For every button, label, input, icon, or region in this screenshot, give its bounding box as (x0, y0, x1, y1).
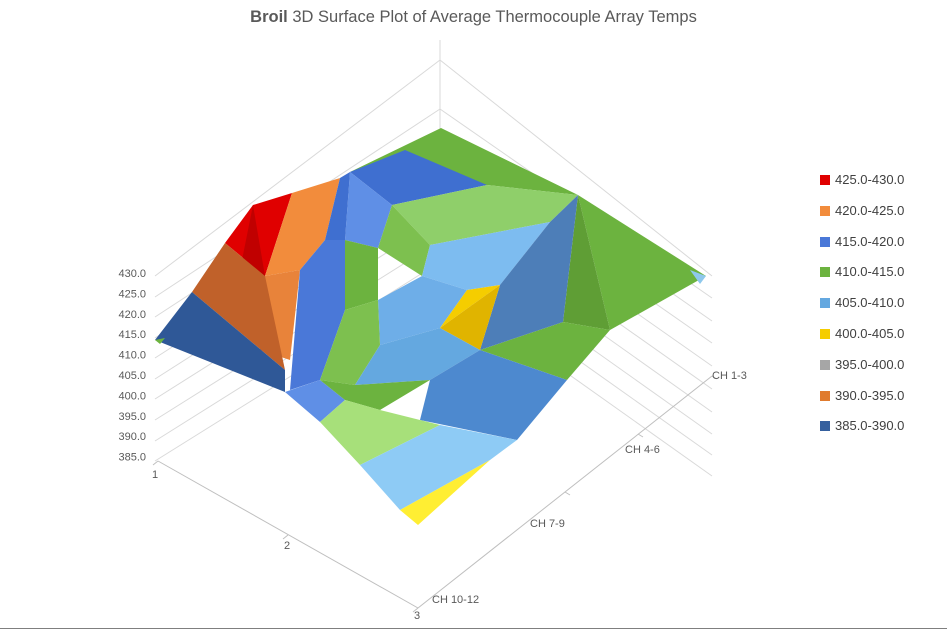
tick-mark (152, 460, 159, 466)
surface-facet (345, 172, 392, 248)
z-tick-label: 415.0 (118, 329, 146, 341)
legend-swatch (820, 390, 830, 401)
row-tick-label: 3 (414, 610, 420, 622)
legend-label: 385.0-390.0 (835, 418, 905, 434)
surface-facet (378, 205, 430, 276)
surface-facet (480, 322, 610, 380)
z-tick-label: 420.0 (118, 309, 146, 321)
surface-facet (265, 178, 340, 276)
surface-facet (240, 205, 265, 276)
legend-label: 400.0-405.0 (835, 326, 905, 341)
z-tick-label: 430.0 (118, 268, 146, 280)
surface-facet (563, 195, 610, 330)
axis-line (157, 460, 419, 609)
tick-mark (282, 534, 289, 540)
tick-mark (637, 433, 644, 438)
z-axis-ticks: 430.0 425.0 420.0 415.0 410.0 405.0 400.0 395.0… (118, 268, 146, 464)
series-tick-label: CH 1-3 (712, 370, 747, 382)
tick-mark (711, 375, 718, 380)
surface-facet (440, 285, 500, 350)
legend-label: 415.0-420.0 (835, 233, 905, 249)
row-axis-ticks: 1 2 3 (152, 469, 420, 622)
row-tick-label: 2 (284, 540, 290, 552)
series-axis-ticks: CH 1-3 CH 4-6 CH 7-9 CH 10-12 (432, 370, 747, 606)
surface-facet (285, 380, 345, 422)
surface-facet (225, 193, 292, 276)
floor-axes (152, 375, 718, 613)
legend-label: 410.0-415.0 (835, 264, 905, 280)
surface-facet (290, 240, 345, 390)
series-tick-label: CH 4-6 (625, 444, 660, 456)
surface-facet (480, 195, 578, 350)
surface-facet (578, 195, 706, 330)
legend-swatch (820, 329, 830, 339)
legend-label: 420.0-425.0 (835, 202, 905, 218)
z-tick-label: 390.0 (118, 431, 146, 443)
surface-facet (325, 172, 350, 240)
z-tick-label: 400.0 (118, 390, 146, 402)
surface-facet (420, 350, 567, 440)
legend-swatch (820, 421, 830, 432)
surface-facet (422, 222, 550, 290)
surface-facet (345, 240, 378, 310)
surface-facet (320, 300, 380, 385)
z-tick-label: 405.0 (118, 370, 146, 382)
legend-swatch (820, 175, 830, 185)
legend-swatch (820, 236, 830, 247)
z-tick-label: 395.0 (118, 411, 146, 423)
legend-label: 395.0-400.0 (835, 356, 905, 372)
legend-swatch (820, 298, 830, 309)
chart-title-bold: Broil (250, 8, 288, 26)
legend-swatch (820, 359, 830, 370)
surface-facet (320, 380, 430, 410)
surface-facet (690, 270, 706, 284)
series-tick-label: CH 10-12 (432, 594, 479, 606)
surface-facet (350, 128, 578, 195)
series-tick-label: CH 7-9 (530, 518, 565, 530)
bottom-rule (0, 628, 947, 629)
tick-mark (412, 607, 419, 613)
surface-facet (378, 276, 467, 345)
gridline (154, 59, 441, 277)
legend-label: 390.0-395.0 (835, 387, 905, 403)
surface-facet (320, 400, 440, 465)
surface-facet (355, 328, 480, 385)
surface-facet (192, 243, 285, 370)
z-tick-label: 425.0 (118, 288, 146, 300)
legend-swatch (820, 267, 830, 278)
surface-facet (155, 292, 285, 392)
surface-facet (400, 460, 490, 525)
surface-facet (350, 150, 487, 205)
row-tick-label: 1 (152, 469, 158, 481)
z-tick-label: 410.0 (118, 350, 146, 362)
chart-title: Broil 3D Surface Plot of Average Thermoc… (0, 8, 947, 27)
tick-mark (564, 491, 571, 496)
legend-swatch (820, 205, 830, 216)
gridline (439, 59, 713, 277)
surface-facets (155, 128, 706, 525)
chart-title-rest: 3D Surface Plot of Average Thermocouple … (287, 8, 697, 26)
surface-facet (155, 338, 165, 344)
z-tick-label: 385.0 (118, 452, 146, 464)
legend-label: 425.0-430.0 (835, 172, 905, 187)
surface-facet (360, 425, 517, 510)
surface-facet (392, 185, 578, 245)
legend-label: 405.0-410.0 (835, 295, 905, 311)
